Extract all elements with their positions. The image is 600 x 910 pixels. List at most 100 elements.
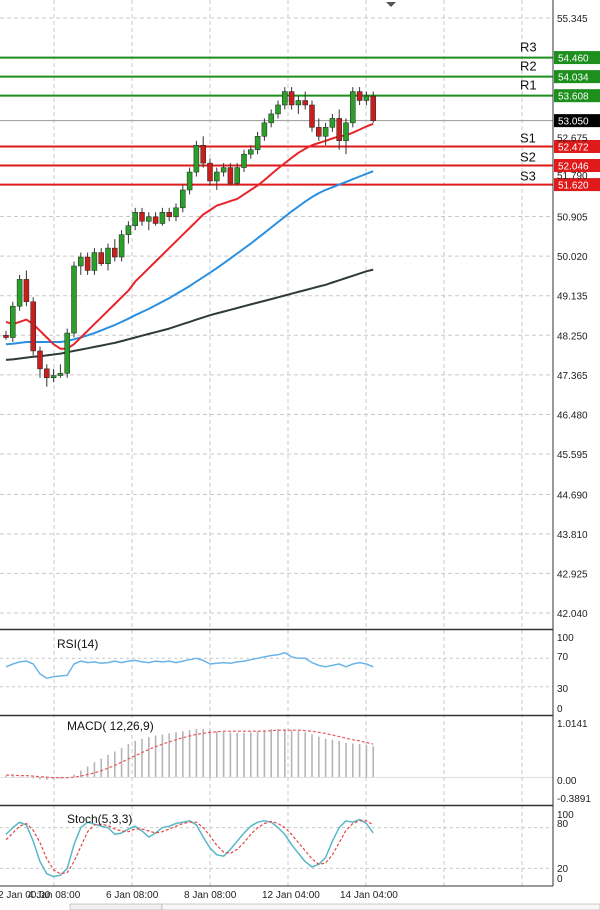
candle-body: [248, 149, 254, 155]
x-tick-1: 2 Jan 00:00: [0, 890, 51, 901]
scroll-arrow-icon[interactable]: [386, 2, 396, 7]
stoch-tick-0: 0: [557, 874, 563, 885]
price-tick-label: 43.810: [557, 530, 588, 541]
candle-body: [234, 167, 240, 184]
candle-body: [3, 335, 9, 338]
candle-body: [220, 167, 227, 173]
candle-body: [186, 171, 193, 191]
level-tag-text-r1: 53.608: [558, 92, 589, 103]
candle-body: [356, 91, 363, 101]
level-tag-s2: [554, 159, 600, 173]
level-tag-r3: [554, 51, 600, 65]
candle-body: [44, 368, 50, 379]
candle-body: [295, 100, 302, 106]
candle-body: [57, 373, 64, 376]
candle-body: [370, 95, 376, 121]
candle-body: [159, 212, 166, 224]
candle-body: [309, 104, 315, 128]
stoch-title: Stoch(5,3,3): [67, 812, 132, 826]
candle-body: [214, 171, 220, 182]
candle-body: [288, 91, 295, 106]
last-price-tag: [554, 114, 600, 128]
candle-body: [37, 350, 43, 370]
candle-body: [322, 127, 329, 137]
price-axis-ticks: 55.345 52.675 51.790 50.905 50.020 49.135 48.2…: [557, 14, 588, 620]
candle-body: [30, 301, 36, 352]
price-tick-label: 49.135: [557, 292, 588, 303]
stoch-k-line: [5, 818, 374, 878]
candle-body: [302, 100, 308, 106]
stoch-d-line: [5, 820, 374, 875]
macd-signal-line: [6, 729, 374, 779]
level-name-r3: R3: [520, 40, 537, 55]
last-price-text: 53.050: [558, 117, 589, 128]
price-tick-label: 51.790: [557, 171, 588, 182]
level-tag-text-s3: 51.620: [558, 181, 589, 192]
price-tick-label: 42.925: [557, 569, 588, 580]
price-tick-label: 44.690: [557, 490, 588, 501]
candle-body: [173, 207, 179, 218]
rsi-title: RSI(14): [57, 637, 98, 651]
bottom-scrollbar-track[interactable]: [161, 903, 600, 910]
candle-body: [152, 216, 159, 224]
candle-body: [282, 91, 288, 106]
stoch-panel: [0, 806, 553, 886]
candle-body: [23, 279, 30, 302]
rsi-line: [5, 651, 374, 679]
bottom-scrollbar[interactable]: [69, 903, 163, 910]
candle-body: [71, 265, 77, 334]
x-tick-4: 8 Jan 08:00: [184, 890, 237, 901]
main-panel: [0, 0, 553, 628]
level-tag-text-r3: 54.460: [558, 54, 589, 65]
macd-tick-zero: 0.00: [557, 776, 577, 787]
level-name-s1: S1: [520, 130, 536, 145]
candlestick-series: [3, 87, 376, 387]
rsi-tick-0: 0: [557, 704, 563, 715]
candle-body: [254, 136, 261, 150]
candle-body: [275, 104, 281, 115]
level-tag-s1: [554, 139, 600, 153]
macd-tick-max: 1.0141: [557, 719, 588, 730]
candle-body: [112, 247, 118, 258]
candle-body: [241, 153, 247, 168]
macd-panel: [0, 716, 553, 804]
level-tag-text-s2: 52.046: [558, 162, 589, 173]
pivot-levels: R3 54.460 R2 54.034 R1 53.608 S1 52.472 S2 52.046…: [0, 40, 600, 192]
candle-body: [146, 216, 152, 222]
grid-lines: [0, 0, 553, 886]
indicator-series: [0, 651, 553, 878]
x-tick-2: 4 Jan 08:00: [28, 890, 81, 901]
level-name-s3: S3: [520, 169, 536, 184]
level-tag-r1: [554, 89, 600, 103]
candle-body: [50, 375, 57, 379]
macd-title: MACD( 12,26,9): [67, 719, 154, 733]
level-tag-s3: [554, 178, 600, 192]
x-tick-3: 6 Jan 08:00: [106, 890, 159, 901]
candle-body: [336, 118, 342, 142]
level-tag-r2: [554, 70, 600, 84]
candle-body: [350, 91, 356, 124]
level-name-s2: S2: [520, 150, 536, 165]
price-tick-label: 45.595: [557, 450, 588, 461]
candle-body: [125, 225, 132, 235]
level-name-r1: R1: [520, 78, 537, 93]
candle-body: [64, 332, 70, 374]
candle-body: [180, 189, 186, 209]
price-tick-label: 55.345: [557, 14, 588, 25]
candle-body: [10, 305, 16, 338]
stoch-tick-100: 100: [557, 810, 574, 821]
candle-body: [91, 252, 98, 271]
level-tag-text-s1: 52.472: [558, 142, 589, 153]
x-tick-6: 14 Jan 04:00: [340, 890, 398, 901]
candle-body: [363, 95, 370, 101]
stoch-tick-80: 80: [557, 819, 569, 830]
candle-body: [193, 144, 200, 173]
candle-body: [268, 113, 274, 124]
candle-body: [166, 212, 172, 218]
rsi-tick-100: 100: [557, 633, 574, 644]
candle-body: [98, 252, 104, 264]
rsi-panel: [0, 630, 553, 714]
candle-body: [207, 162, 213, 182]
candle-body: [200, 144, 206, 164]
